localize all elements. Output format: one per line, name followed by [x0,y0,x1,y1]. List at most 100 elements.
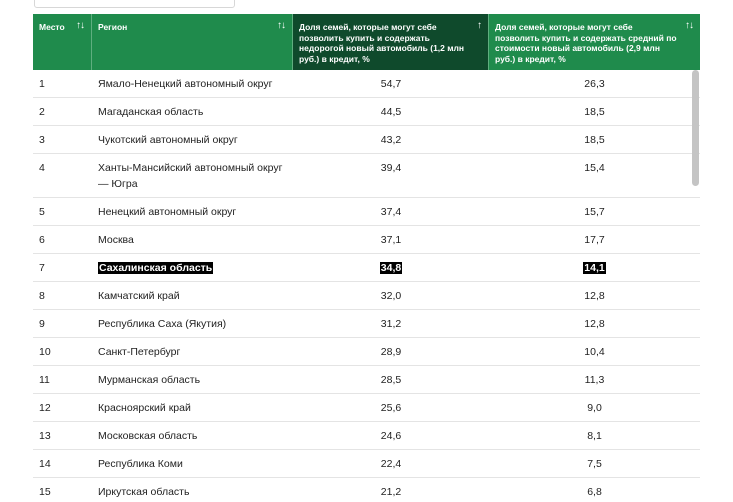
mid-car-share-cell: 7,5 [489,450,700,477]
cheap-car-share-cell: 37,1 [293,226,489,253]
sort-icon[interactable]: ↑↓ [685,20,694,31]
table-row: 4 Ханты-Мансийский автономный округ — Югр… [33,154,700,198]
table-row: 14 Республика Коми 22,4 7,5 [33,450,700,478]
place-cell: 5 [33,198,92,225]
column-header-cheap-car-share[interactable]: Доля семей, которые могут себе позволить… [293,14,489,70]
sort-ascending-icon[interactable]: ↑ [477,20,482,31]
mid-car-share-cell: 8,1 [489,422,700,449]
region-cell: Ненецкий автономный округ [92,198,293,225]
cheap-car-share-cell-text: 25,6 [380,402,402,414]
table-row: 15 Иркутская область 21,2 6,8 [33,478,700,502]
cheap-car-share-cell: 39,4 [293,154,489,197]
data-table: Место ↑↓ Регион ↑↓ Доля семей, которые м… [33,14,700,502]
mid-car-share-cell-text: 11,3 [584,374,605,386]
region-cell-text: Сахалинская область [98,262,214,274]
place-cell-text: 15 [39,486,51,498]
cheap-car-share-cell: 31,2 [293,310,489,337]
cheap-car-share-cell: 32,0 [293,282,489,309]
table-body: 1 Ямало-Ненецкий автономный округ 54,7 26,3… [33,70,700,502]
region-cell-text: Камчатский край [98,290,180,302]
column-header-place[interactable]: Место ↑↓ [33,14,92,70]
region-cell-text: Ненецкий автономный округ [98,206,237,218]
place-cell-text: 4 [39,162,45,174]
table-row: 10 Санкт-Петербург 28,9 10,4 [33,338,700,366]
place-cell: 13 [33,422,92,449]
column-header-mid-car-share[interactable]: Доля семей, которые могут себе позволить… [489,14,700,70]
mid-car-share-cell: 12,8 [489,282,700,309]
mid-car-share-cell-text: 6,8 [587,486,602,498]
region-cell-text: Мурманская область [98,374,201,386]
region-cell: Магаданская область [92,98,293,125]
cheap-car-share-cell-text: 28,9 [380,346,402,358]
region-cell: Санкт-Петербург [92,338,293,365]
place-cell-text: 8 [39,290,45,302]
mid-car-share-cell-text: 15,4 [584,162,605,174]
region-cell: Республика Саха (Якутия) [92,310,293,337]
cheap-car-share-cell-text: 37,4 [380,206,402,218]
search-input[interactable] [34,0,235,8]
mid-car-share-cell-text: 17,7 [584,234,605,246]
region-cell-text: Республика Коми [98,458,183,470]
place-cell: 1 [33,70,92,97]
mid-car-share-cell: 6,8 [489,478,700,502]
mid-car-share-cell-text: 15,7 [584,206,605,218]
cheap-car-share-cell-text: 24,6 [380,430,402,442]
cheap-car-share-cell-text: 54,7 [380,78,402,90]
table-row: 9 Республика Саха (Якутия) 31,2 12,8 [33,310,700,338]
place-cell: 2 [33,98,92,125]
table-row: 13 Московская область 24,6 8,1 [33,422,700,450]
mid-car-share-cell-text: 14,1 [583,262,606,274]
table-header: Место ↑↓ Регион ↑↓ Доля семей, которые м… [33,14,700,70]
table-row: 3 Чукотский автономный округ 43,2 18,5 [33,126,700,154]
cheap-car-share-cell-text: 39,4 [380,162,402,174]
cheap-car-share-cell: 43,2 [293,126,489,153]
scrollbar-thumb[interactable] [692,70,699,186]
cheap-car-share-cell: 44,5 [293,98,489,125]
region-cell: Москва [92,226,293,253]
cheap-car-share-cell-text: 43,2 [380,134,402,146]
mid-car-share-cell: 15,4 [489,154,700,197]
cheap-car-share-cell-text: 44,5 [380,106,402,118]
sort-icon[interactable]: ↑↓ [76,20,85,31]
region-cell-text: Ханты-Мансийский автономный округ — Югра [98,162,283,190]
region-cell: Сахалинская область [92,254,293,281]
region-cell-text: Иркутская область [98,486,190,498]
place-cell: 8 [33,282,92,309]
table-row: 1 Ямало-Ненецкий автономный округ 54,7 26,3 [33,70,700,98]
column-header-label: Регион [98,22,128,32]
region-cell: Республика Коми [92,450,293,477]
place-cell-text: 6 [39,234,45,246]
table-row: 7 Сахалинская область 34,8 14,1 [33,254,700,282]
mid-car-share-cell-text: 18,5 [584,106,605,118]
region-cell-text: Красноярский край [98,402,191,414]
cheap-car-share-cell: 22,4 [293,450,489,477]
place-cell: 7 [33,254,92,281]
sort-icon[interactable]: ↑↓ [277,20,286,31]
region-cell-text: Санкт-Петербург [98,346,181,358]
mid-car-share-cell-text: 8,1 [587,430,602,442]
column-header-label: Доля семей, которые могут себе позволить… [495,22,677,64]
cheap-car-share-cell: 24,6 [293,422,489,449]
place-cell-text: 3 [39,134,45,146]
place-cell-text: 5 [39,206,45,218]
cheap-car-share-cell-text: 21,2 [380,486,402,498]
region-cell: Московская область [92,422,293,449]
place-cell: 6 [33,226,92,253]
mid-car-share-cell: 18,5 [489,126,700,153]
region-cell-text: Москва [98,234,134,246]
place-cell-text: 9 [39,318,45,330]
mid-car-share-cell: 17,7 [489,226,700,253]
cheap-car-share-cell-text: 28,5 [380,374,402,386]
cheap-car-share-cell: 54,7 [293,70,489,97]
cheap-car-share-cell-text: 22,4 [380,458,402,470]
mid-car-share-cell-text: 12,8 [584,318,605,330]
place-cell: 4 [33,154,92,197]
cheap-car-share-cell: 34,8 [293,254,489,281]
mid-car-share-cell-text: 10,4 [584,346,605,358]
cheap-car-share-cell-text: 37,1 [380,234,402,246]
mid-car-share-cell: 9,0 [489,394,700,421]
column-header-region[interactable]: Регион ↑↓ [92,14,293,70]
mid-car-share-cell-text: 9,0 [587,402,602,414]
cheap-car-share-cell: 28,5 [293,366,489,393]
place-cell: 15 [33,478,92,502]
